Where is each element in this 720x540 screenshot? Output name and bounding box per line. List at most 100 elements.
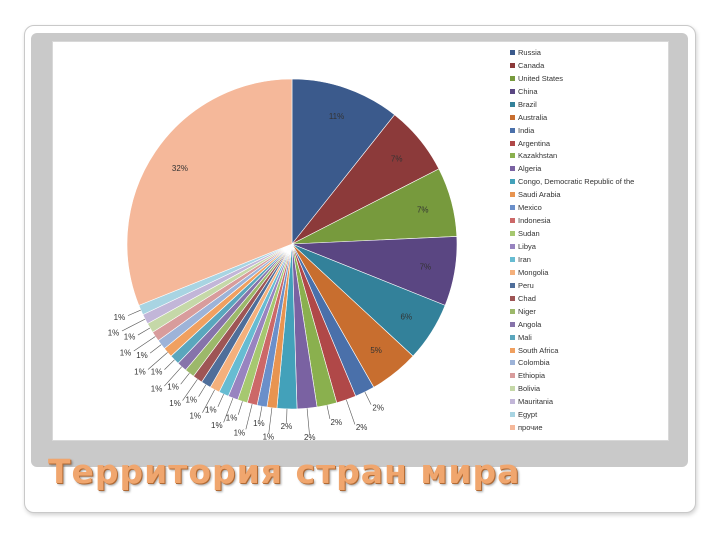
label-leader-line <box>202 389 215 413</box>
pie-data-label: 1% <box>226 414 238 423</box>
legend-item: Congo, Democratic Republic of the <box>510 175 670 188</box>
label-leader-line <box>346 399 356 425</box>
label-leader-line <box>326 405 331 420</box>
legend-item: Mexico <box>510 201 670 214</box>
pie-data-label: 1% <box>108 328 120 337</box>
legend-label: Algeria <box>518 164 542 174</box>
legend-label: United States <box>518 73 564 83</box>
legend-item: Argentina <box>510 137 670 150</box>
pie-data-label: 1% <box>167 383 179 392</box>
legend-swatch <box>510 114 515 120</box>
legend-swatch <box>510 295 515 301</box>
legend-swatch <box>510 399 515 405</box>
pie-data-label: 1% <box>151 384 163 393</box>
pie-data-label: 7% <box>417 205 429 214</box>
legend-label: India <box>518 125 535 135</box>
label-leader-line <box>164 359 175 370</box>
label-leader-line <box>180 373 190 385</box>
legend-swatch <box>510 205 515 211</box>
legend-item: Colombia <box>510 357 670 370</box>
legend-item: Mali <box>510 331 670 344</box>
pie-data-label: 6% <box>401 312 413 321</box>
legend-label: Chad <box>518 293 536 303</box>
pie-data-label: 1% <box>134 367 146 376</box>
legend-item: South Africa <box>510 344 670 357</box>
legend-label: Brazil <box>518 99 537 109</box>
legend-label: Angola <box>518 319 542 329</box>
legend-label: Mongolia <box>518 267 549 277</box>
legend-swatch <box>510 282 515 288</box>
legend-label: Mauritania <box>518 397 554 407</box>
legend-swatch <box>510 179 515 185</box>
legend-label: Peru <box>518 280 534 290</box>
legend-swatch <box>510 140 515 146</box>
legend-swatch <box>510 373 515 379</box>
legend-label: Bolivia <box>518 384 541 394</box>
legend-swatch <box>510 49 515 55</box>
legend-swatch <box>510 308 515 314</box>
label-leader-line <box>245 404 253 430</box>
legend-item: India <box>510 124 670 137</box>
legend-item: Canada <box>510 59 670 72</box>
label-leader-line <box>127 309 141 316</box>
legend-label: Kazakhstan <box>518 151 558 161</box>
label-leader-line <box>217 394 224 408</box>
legend-item: Mauritania <box>510 395 670 408</box>
pie-data-label: 32% <box>172 164 188 173</box>
legend-swatch <box>510 218 515 224</box>
label-leader-line <box>164 366 182 387</box>
pie-data-label: 1% <box>151 368 163 377</box>
legend-item: China <box>510 85 670 98</box>
pie-data-label: 1% <box>253 419 265 428</box>
pie-data-label: 1% <box>114 313 126 322</box>
label-leader-line <box>237 401 243 415</box>
legend-swatch <box>510 386 515 392</box>
label-leader-line <box>223 397 234 423</box>
legend-swatch <box>510 347 515 353</box>
pie-data-label: 1% <box>169 399 181 408</box>
legend-item: Kazakhstan <box>510 150 670 163</box>
pie-data-label: 2% <box>281 422 293 431</box>
legend-item: прочие <box>510 421 670 434</box>
legend-swatch <box>510 166 515 172</box>
legend-item: Sudan <box>510 227 670 240</box>
legend-label: Australia <box>518 112 548 122</box>
label-leader-line <box>198 384 207 397</box>
legend-swatch <box>510 75 515 81</box>
pie-data-label: 2% <box>331 418 343 427</box>
legend-item: Australia <box>510 111 670 124</box>
legend-label: Egypt <box>518 410 538 420</box>
legend-item: Libya <box>510 240 670 253</box>
legend-item: Iran <box>510 253 670 266</box>
legend-swatch <box>510 62 515 68</box>
label-leader-line <box>259 406 263 421</box>
legend-item: Russia <box>510 46 670 59</box>
pie-data-label: 1% <box>124 333 136 342</box>
legend-swatch <box>510 153 515 159</box>
legend-swatch <box>510 334 515 340</box>
legend-label: China <box>518 86 538 96</box>
legend-swatch <box>510 256 515 262</box>
pie-data-label: 1% <box>136 351 148 360</box>
pie-data-label: 1% <box>211 421 223 430</box>
legend-swatch <box>510 425 515 431</box>
legend-item: United States <box>510 72 670 85</box>
label-leader-line <box>133 336 156 352</box>
pie-data-label: 1% <box>185 395 197 404</box>
legend-label: Ethiopia <box>518 371 546 381</box>
legend-swatch <box>510 321 515 327</box>
pie-data-label: 1% <box>205 406 217 415</box>
legend-swatch <box>510 412 515 418</box>
pie-data-label: 7% <box>391 154 403 163</box>
label-leader-line <box>306 408 310 435</box>
legend-swatch <box>510 101 515 107</box>
label-leader-line <box>147 352 168 370</box>
legend-swatch <box>510 127 515 133</box>
legend-item: Egypt <box>510 408 670 421</box>
legend-item: Angola <box>510 318 670 331</box>
legend-swatch <box>510 192 515 198</box>
legend-label: Mexico <box>518 203 542 213</box>
legend-item: Peru <box>510 279 670 292</box>
legend-label: Argentina <box>518 138 551 148</box>
